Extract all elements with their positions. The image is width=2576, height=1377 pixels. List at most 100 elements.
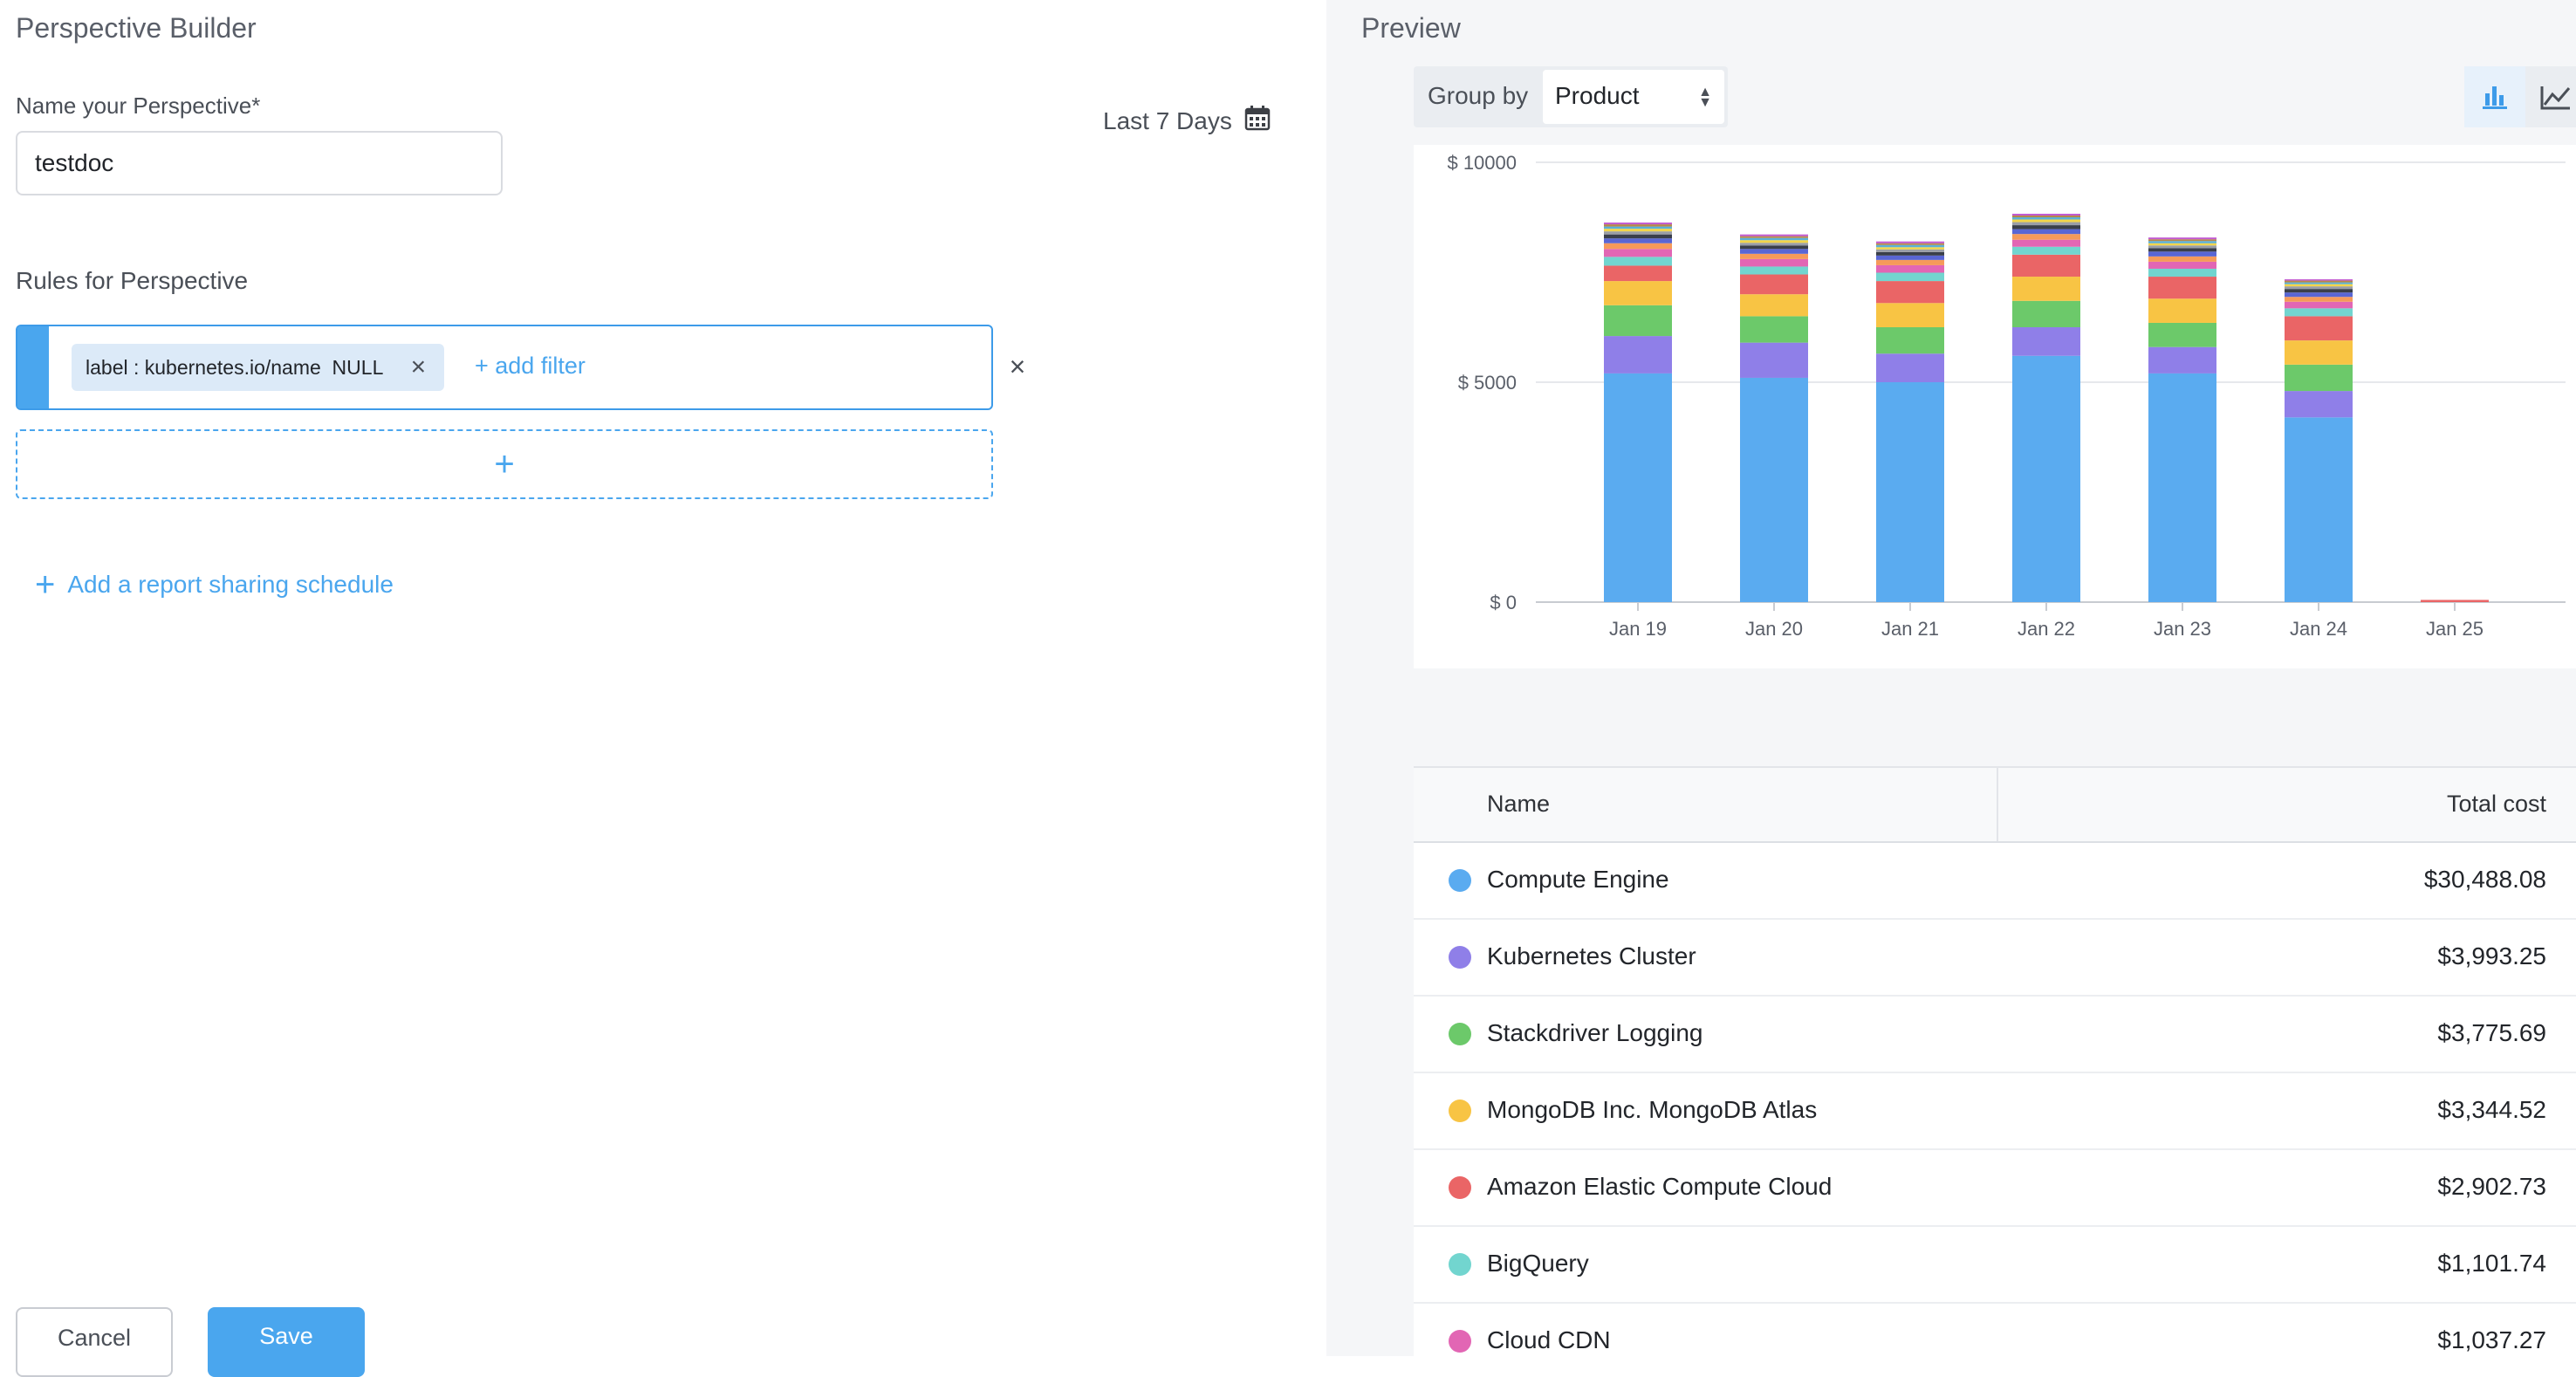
bar-segment[interactable] [1740, 294, 1808, 317]
bar-segment[interactable] [1876, 327, 1944, 354]
bar-segment[interactable] [1604, 305, 1672, 337]
bar-segment[interactable] [2012, 229, 2080, 235]
bar-segment[interactable] [2148, 248, 2216, 252]
bar-segment[interactable] [1876, 264, 1944, 273]
remove-filter-icon[interactable]: × [410, 353, 427, 381]
bar-segment[interactable] [2148, 277, 2216, 299]
bar-segment[interactable] [1876, 382, 1944, 602]
bar-segment[interactable] [2285, 284, 2353, 287]
bar-segment[interactable] [2285, 289, 2353, 293]
bar-segment[interactable] [2421, 599, 2489, 602]
table-row[interactable]: Kubernetes Cluster $3,993.25 [1414, 920, 2576, 997]
bar-segment[interactable] [1740, 316, 1808, 343]
bar-segment[interactable] [1876, 353, 1944, 382]
bar-segment[interactable] [1876, 303, 1944, 327]
bar-segment[interactable] [1604, 226, 1672, 230]
bar-segment[interactable] [1740, 240, 1808, 243]
bar-segment[interactable] [1604, 234, 1672, 239]
bar-segment[interactable] [2148, 237, 2216, 240]
table-row[interactable]: Compute Engine $30,488.08 [1414, 843, 2576, 920]
bar-segment[interactable] [1604, 336, 1672, 373]
bar-segment[interactable] [1604, 257, 1672, 266]
bar-segment[interactable] [1604, 249, 1672, 257]
bar-segment[interactable] [1740, 249, 1808, 254]
bar-segment[interactable] [2148, 243, 2216, 246]
bar-segment[interactable] [2148, 373, 2216, 602]
add-sharing-schedule-link[interactable]: + Add a report sharing schedule [35, 567, 394, 602]
bar-segment[interactable] [2285, 286, 2353, 290]
bar-segment[interactable] [2012, 215, 2080, 217]
bar-segment[interactable] [2148, 241, 2216, 243]
bar-segment[interactable] [1876, 255, 1944, 260]
bar-segment[interactable] [1604, 373, 1672, 602]
add-rule-button[interactable]: + [16, 429, 993, 499]
bar-segment[interactable] [1876, 244, 1944, 248]
bar-segment[interactable] [2012, 234, 2080, 240]
bar-segment[interactable] [2148, 239, 2216, 242]
bar-segment[interactable] [2148, 268, 2216, 277]
bar-segment[interactable] [2148, 251, 2216, 257]
table-row[interactable]: MongoDB Inc. MongoDB Atlas $3,344.52 [1414, 1073, 2576, 1150]
bar-segment[interactable] [2012, 300, 2080, 327]
bar-segment[interactable] [1604, 238, 1672, 243]
bar-segment[interactable] [2012, 217, 2080, 220]
column-header-name[interactable]: Name [1487, 791, 1551, 817]
line-chart-icon[interactable] [2525, 66, 2576, 127]
bar-segment[interactable] [1604, 224, 1672, 227]
bar-segment[interactable] [2285, 297, 2353, 302]
bar-segment[interactable] [2285, 308, 2353, 317]
bar-segment[interactable] [1876, 281, 1944, 304]
bar-segment[interactable] [1604, 265, 1672, 282]
bar-segment[interactable] [2285, 316, 2353, 341]
rule-handle[interactable] [17, 326, 49, 408]
bar-segment[interactable] [1604, 281, 1672, 305]
bar-segment[interactable] [1876, 249, 1944, 252]
bar-segment[interactable] [2012, 246, 2080, 255]
bar-segment[interactable] [1604, 231, 1672, 235]
table-row[interactable]: BigQuery $1,101.74 [1414, 1227, 2576, 1304]
bar-segment[interactable] [2148, 346, 2216, 373]
bar-segment[interactable] [2012, 222, 2080, 226]
bar-segment[interactable] [2285, 417, 2353, 602]
bar-segment[interactable] [1740, 237, 1808, 241]
filter-chip[interactable]: label : kubernetes.io/name NULL × [72, 344, 445, 391]
bar-segment[interactable] [2012, 254, 2080, 277]
bar-segment[interactable] [1876, 247, 1944, 250]
bar-segment[interactable] [1740, 245, 1808, 250]
bar-segment[interactable] [2012, 355, 2080, 602]
table-row[interactable]: Stackdriver Logging $3,775.69 [1414, 997, 2576, 1073]
perspective-name-input[interactable] [16, 131, 503, 195]
bar-segment[interactable] [1740, 234, 1808, 236]
bar-segment[interactable] [1740, 236, 1808, 238]
bar-segment[interactable] [2285, 391, 2353, 418]
bar-segment[interactable] [1740, 253, 1808, 259]
bar-segment[interactable] [2012, 327, 2080, 356]
bar-segment[interactable] [2012, 219, 2080, 223]
bar-segment[interactable] [2148, 256, 2216, 262]
bar-segment[interactable] [1876, 243, 1944, 245]
remove-rule-icon[interactable]: × [1009, 350, 1026, 382]
bar-segment[interactable] [1876, 272, 1944, 282]
cancel-button[interactable]: Cancel [16, 1307, 173, 1377]
bar-segment[interactable] [2285, 340, 2353, 365]
date-range-picker[interactable]: Last 7 Days [1103, 105, 1271, 137]
bar-segment[interactable] [2012, 239, 2080, 247]
bar-segment[interactable] [1876, 241, 1944, 243]
table-row[interactable]: Amazon Elastic Compute Cloud $2,902.73 [1414, 1150, 2576, 1227]
bar-segment[interactable] [1604, 243, 1672, 250]
bar-segment[interactable] [1740, 342, 1808, 378]
bar-segment[interactable] [2285, 280, 2353, 283]
bar-segment[interactable] [2148, 322, 2216, 347]
bar-segment[interactable] [2148, 261, 2216, 269]
bar-segment[interactable] [2285, 364, 2353, 392]
table-row[interactable]: Cloud CDN $1,037.27 [1414, 1304, 2576, 1356]
bar-chart-icon[interactable] [2464, 66, 2525, 127]
bar-segment[interactable] [1740, 258, 1808, 267]
bar-segment[interactable] [1876, 259, 1944, 265]
add-filter-link[interactable]: + add filter [475, 353, 586, 379]
bar-segment[interactable] [2148, 245, 2216, 249]
bar-segment[interactable] [1740, 377, 1808, 602]
column-header-total-cost[interactable]: Total cost [2446, 791, 2546, 817]
bar-segment[interactable] [1604, 229, 1672, 232]
bar-segment[interactable] [2285, 282, 2353, 284]
